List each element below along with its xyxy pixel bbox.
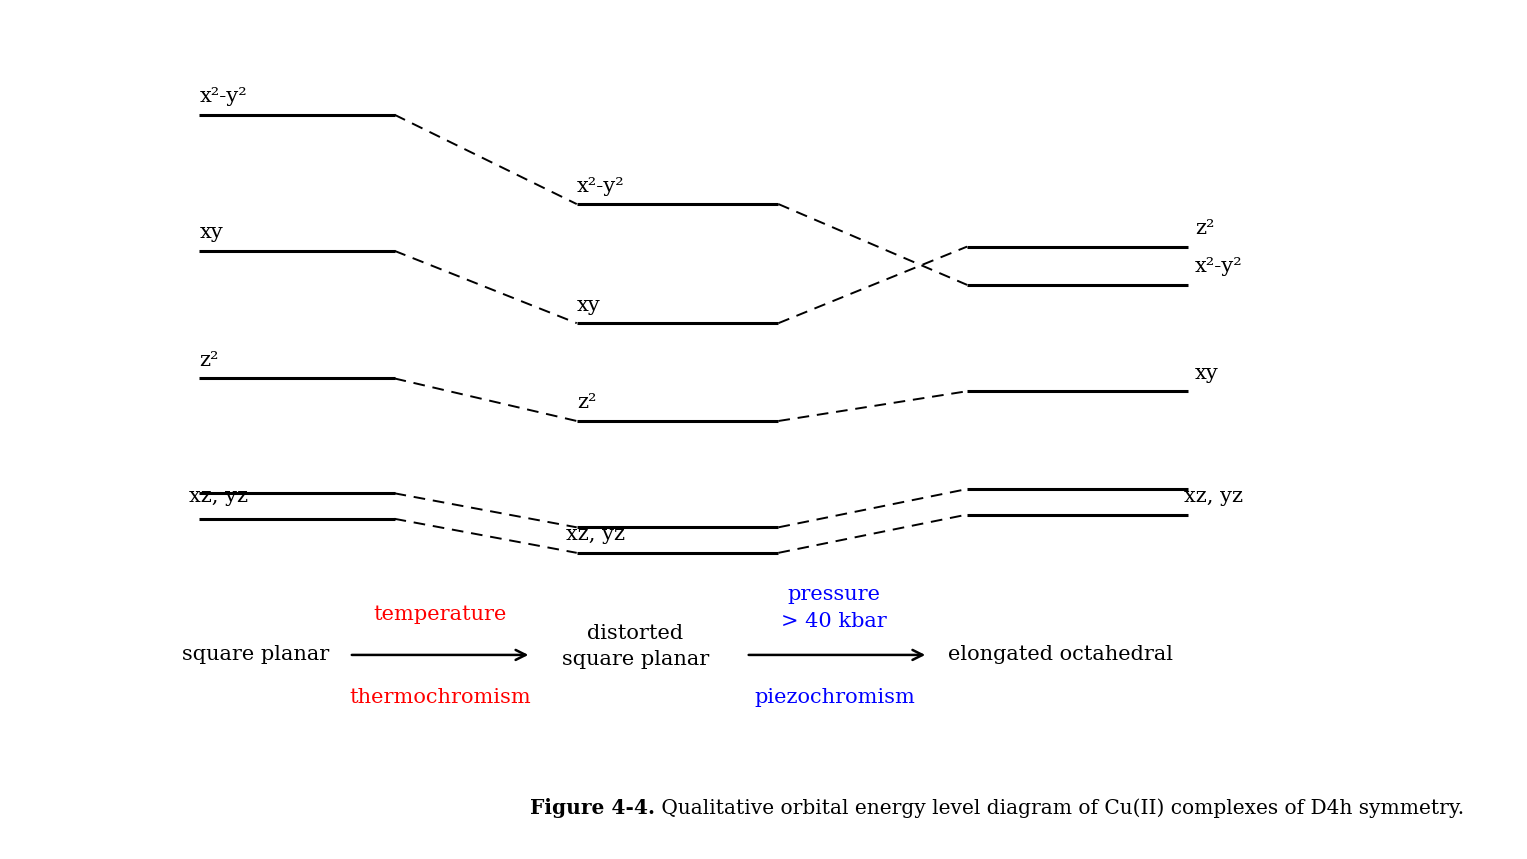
Text: thermochromism: thermochromism: [350, 688, 531, 707]
Text: xy: xy: [1194, 363, 1219, 383]
Text: xy: xy: [200, 223, 223, 242]
Text: z²: z²: [577, 393, 596, 412]
Text: xz, yz: xz, yz: [1185, 487, 1243, 506]
Text: xz, yz: xz, yz: [567, 526, 626, 545]
Text: pressure
> 40 kbar: pressure > 40 kbar: [782, 585, 887, 631]
Text: xz, yz: xz, yz: [189, 487, 247, 506]
Text: square planar: square planar: [182, 645, 330, 664]
Text: Qualitative orbital energy level diagram of Cu(II) complexes of D4h symmetry.: Qualitative orbital energy level diagram…: [655, 798, 1464, 818]
Text: z²: z²: [200, 351, 218, 370]
Text: distorted
square planar: distorted square planar: [562, 624, 709, 669]
Text: x²-y²: x²-y²: [577, 177, 625, 196]
Text: x²-y²: x²-y²: [1194, 258, 1243, 277]
Text: elongated octahedral: elongated octahedral: [948, 645, 1173, 664]
Text: temperature: temperature: [374, 606, 507, 624]
Text: xy: xy: [577, 295, 600, 314]
Text: z²: z²: [1194, 219, 1214, 238]
Text: piezochromism: piezochromism: [754, 688, 915, 707]
Text: Figure 4-4.: Figure 4-4.: [530, 798, 655, 818]
Text: x²-y²: x²-y²: [200, 88, 247, 107]
